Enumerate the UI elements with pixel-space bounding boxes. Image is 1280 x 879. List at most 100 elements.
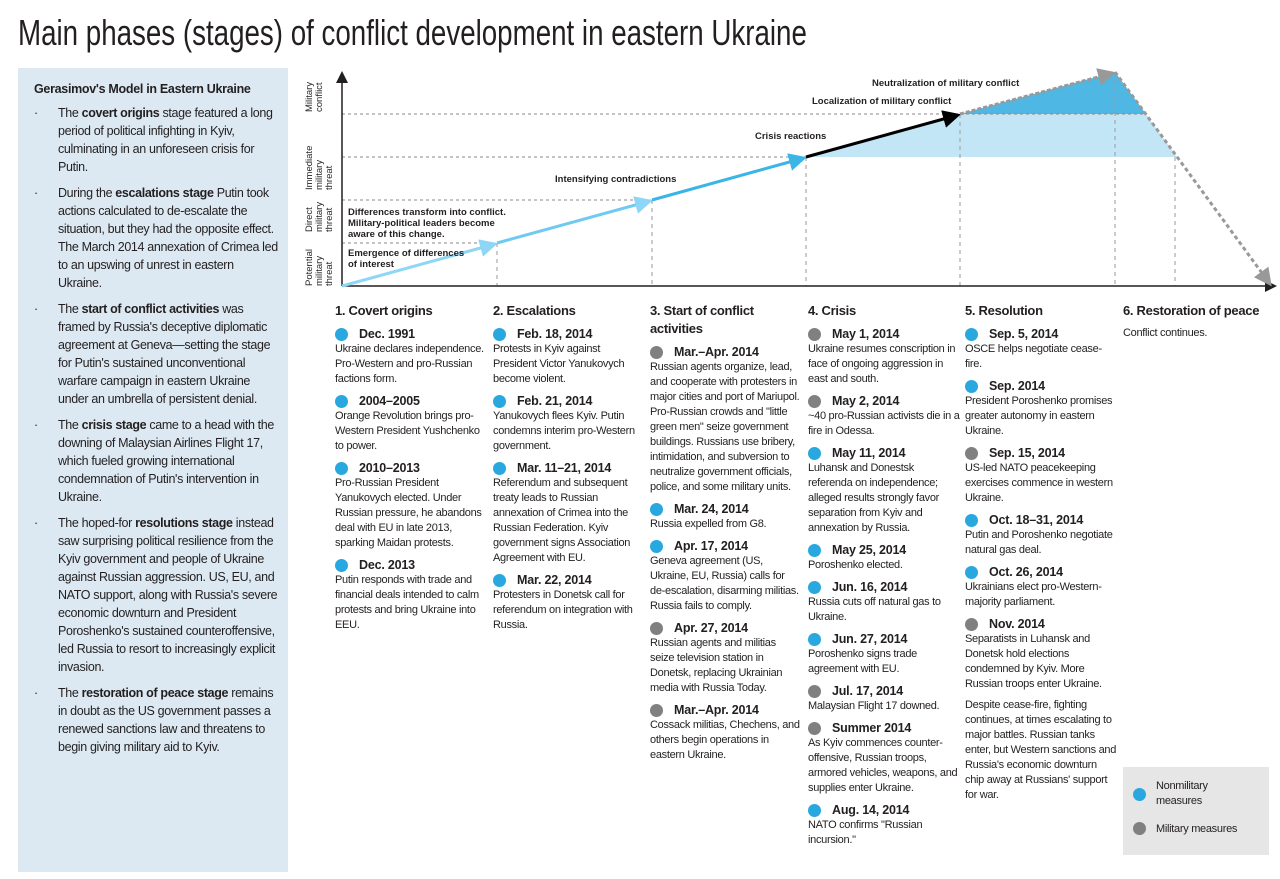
nonmilitary-dot-icon (965, 513, 978, 527)
phase-column: 2. Escalations Feb. 18, 2014 Protests in… (493, 302, 645, 639)
label-transform: Differences transform into conflict. Mili… (348, 207, 506, 240)
event-date: May 11, 2014 (832, 446, 906, 460)
phase-dividers (496, 72, 1176, 286)
nonmilitary-dot-icon (493, 573, 506, 587)
event-item: Mar. 24, 2014 Russia expelled from G8. (650, 501, 802, 532)
event-date: Nov. 2014 (989, 617, 1045, 631)
event-item: Jun. 16, 2014 Russia cuts off natural ga… (808, 579, 960, 625)
nonmilitary-dot-icon (965, 565, 978, 579)
event-date: 2010–2013 (359, 461, 420, 475)
event-item: May 11, 2014 Luhansk and Donestsk refere… (808, 445, 960, 536)
event-item: Sep. 5, 2014 OSCE helps negotiate cease-… (965, 326, 1117, 372)
nonmilitary-dot-icon (808, 580, 821, 594)
event-text: Ukraine resumes conscription in face of … (808, 343, 956, 385)
bullet-icon: · (34, 516, 38, 530)
phase-diagram: Potentialmilitarythreat Directmilitaryth… (304, 68, 1277, 292)
immediate-threat-band (806, 114, 1177, 157)
nonmilitary-dot-icon (335, 394, 348, 408)
military-dot-icon (808, 394, 821, 408)
event-text: NATO confirms "Russian incursion." (808, 819, 923, 846)
event-item: Oct. 26, 2014 Ukrainians elect pro-Weste… (965, 564, 1117, 610)
ylabel-conflict: Militaryconflict (304, 82, 325, 112)
event-item: Mar.–Apr. 2014 Cossack militias, Chechen… (650, 702, 802, 763)
military-dot-icon (965, 446, 978, 460)
event-item: Feb. 18, 2014 Protests in Kyiv against P… (493, 326, 645, 387)
nonmilitary-dot-icon (965, 379, 978, 393)
event-date: Apr. 27, 2014 (674, 621, 748, 635)
sidebar-heading: Gerasimov's Model in Eastern Ukraine (34, 82, 251, 96)
event-text: Cossack militias, Chechens, and others b… (650, 719, 800, 761)
sidebar-bullet: · The hoped-for resolutions stage instead… (34, 516, 278, 674)
event-text: Malaysian Flight 17 downed. (808, 700, 940, 712)
event-text: Referendum and subsequent treaty leads t… (493, 477, 631, 564)
ylabel-potential: Potentialmilitarythreat (304, 249, 335, 286)
nonmilitary-dot-icon (493, 327, 506, 341)
bullet-icon: · (34, 106, 38, 120)
nonmilitary-dot-icon (650, 539, 663, 553)
nonmilitary-dot-icon (808, 803, 821, 817)
nonmilitary-dot-icon (650, 502, 663, 516)
ylabel-direct: Directmilitarythreat (304, 202, 335, 232)
event-text: Luhansk and Donestsk referenda on indepe… (808, 462, 940, 534)
military-dot-icon (965, 617, 978, 631)
event-date: May 2, 2014 (832, 394, 900, 408)
event-text: Putin responds with trade and financial … (335, 574, 479, 631)
event-item: Feb. 21, 2014 Yanukovych flees Kyiv. Put… (493, 393, 645, 454)
label-neutralization: Neutralization of military conflict (872, 78, 1020, 89)
event-text: As Kyiv commences counter-offensive, Rus… (808, 737, 958, 794)
level-gridlines (342, 113, 1146, 244)
event-text: Protesters in Donetsk call for referendu… (493, 589, 633, 631)
event-item: Jul. 17, 2014 Malaysian Flight 17 downed… (808, 683, 960, 714)
event-date: Feb. 18, 2014 (517, 327, 593, 341)
event-text: Russian agents organize, lead, and coope… (650, 361, 800, 493)
event-date: 2004–2005 (359, 394, 420, 408)
military-dot-icon (808, 327, 821, 341)
phase-note: Conflict continues. (1123, 327, 1208, 339)
event-text: President Poroshenko promises greater au… (965, 395, 1113, 437)
sidebar-bullet: · During the escalations stage Putin took… (34, 186, 278, 290)
label-emergence: Emergence of differences of interest (348, 248, 464, 270)
event-date: Mar.–Apr. 2014 (674, 703, 759, 717)
phase-column: 6. Restoration of peace Conflict continue… (1123, 302, 1273, 341)
event-item: May 25, 2014 Poroshenko elected. (808, 542, 960, 573)
event-item: 2004–2005 Orange Revolution brings pro-W… (335, 393, 487, 454)
label-crisis: Crisis reactions (755, 131, 826, 142)
event-item: Sep. 2014 President Poroshenko promises … (965, 378, 1117, 439)
event-text: Russia expelled from G8. (650, 518, 767, 530)
event-text: Protests in Kyiv against President Victo… (493, 343, 625, 385)
event-date: Aug. 14, 2014 (832, 803, 910, 817)
sidebar-bullet: · The start of conflict activities was fr… (34, 302, 271, 406)
phase-heading: 5. Resolution (965, 303, 1043, 318)
phase-column: 4. Crisis May 1, 2014 Ukraine resumes co… (808, 302, 960, 854)
label-localization: Localization of military conflict (812, 96, 952, 107)
event-date: Oct. 26, 2014 (989, 565, 1063, 579)
phase-heading: 6. Restoration of peace (1123, 303, 1260, 318)
event-date: Jul. 17, 2014 (832, 684, 904, 698)
event-date: Sep. 15, 2014 (989, 446, 1065, 460)
event-item: May 2, 2014 ~40 pro-Russian activists di… (808, 393, 960, 439)
event-text: Orange Revolution brings pro-Western Pre… (335, 410, 480, 452)
military-dot-icon (650, 703, 663, 717)
event-text: Yanukovych flees Kyiv. Putin condemns in… (493, 410, 635, 452)
arrow-restoration (1113, 71, 1272, 287)
bullet-icon: · (34, 418, 38, 432)
legend: Nonmilitary measures Military measures (1123, 767, 1269, 855)
phase-column: 3. Start of conflict activities Mar.–Apr… (650, 302, 802, 769)
event-text: Putin and Poroshenko negotiate natural g… (965, 529, 1113, 556)
event-item: Nov. 2014 Separatists in Luhansk and Don… (965, 616, 1117, 692)
event-text: Poroshenko elected. (808, 559, 903, 571)
military-dot-icon (808, 684, 821, 698)
military-dot-icon (808, 721, 821, 735)
sidebar-panel: Gerasimov's Model in Eastern Ukraine · Th… (18, 68, 288, 872)
event-item: Summer 2014 As Kyiv commences counter-of… (808, 720, 960, 796)
event-item: Dec. 1991 Ukraine declares independence.… (335, 326, 487, 387)
bullet-icon: · (34, 186, 38, 200)
event-item: Dec. 2013 Putin responds with trade and … (335, 557, 487, 633)
event-text: Poroshenko signs trade agreement with EU… (808, 648, 917, 675)
phase-column: 1. Covert origins Dec. 1991 Ukraine decl… (335, 302, 487, 639)
nonmilitary-dot-icon (335, 461, 348, 475)
event-date: Sep. 5, 2014 (989, 327, 1059, 341)
event-item: 2010–2013 Pro-Russian President Yanukovy… (335, 460, 487, 551)
event-item: Apr. 27, 2014 Russian agents and militia… (650, 620, 802, 696)
nonmilitary-dot-icon (808, 543, 821, 557)
